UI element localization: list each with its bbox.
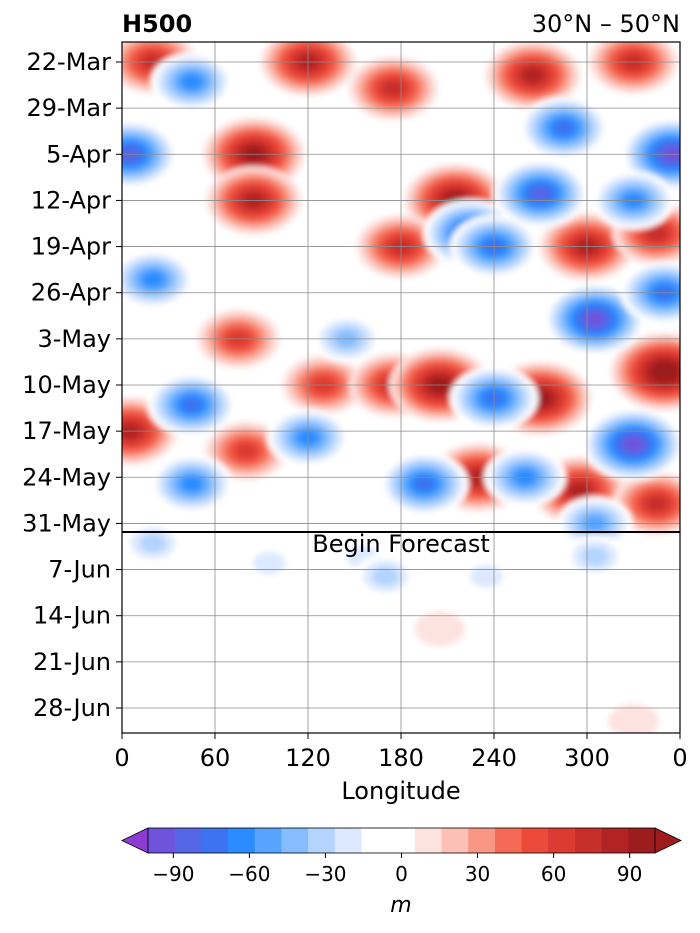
y-tick-label: 21-Jun	[33, 648, 111, 676]
colorbar-segment	[415, 828, 442, 853]
anomaly-contour	[570, 484, 589, 498]
anomaly-contour	[624, 438, 642, 451]
colorbar-segment	[468, 828, 495, 853]
y-tick-label: 28-Jun	[33, 694, 111, 722]
colorbar-segment	[361, 828, 388, 853]
colorbar-extend-min	[122, 828, 148, 853]
anomaly-contour	[140, 534, 166, 553]
y-tick-label: 12-Apr	[31, 186, 111, 214]
anomaly-contour	[253, 552, 285, 575]
y-tick-label: 10-May	[22, 371, 111, 399]
colorbar-label: m	[390, 893, 411, 918]
colorbar-segment	[201, 828, 228, 853]
x-tick-label: 0	[672, 744, 687, 772]
colorbar-segment	[628, 828, 655, 853]
colorbar-segment	[602, 828, 629, 853]
anomaly-blob	[151, 455, 233, 514]
colorbar-segment	[388, 828, 415, 853]
x-tick-label: 300	[564, 744, 610, 772]
anomaly-blob	[380, 452, 469, 516]
anomaly-blob	[349, 57, 438, 121]
anomaly-contour	[531, 187, 550, 201]
colorbar-segment	[495, 828, 522, 853]
x-axis-label: Longitude	[341, 777, 460, 805]
anomaly-contour	[554, 121, 574, 135]
anomaly-contour	[523, 68, 542, 82]
colorbar-segment	[308, 828, 335, 853]
anomaly-blob	[121, 521, 184, 565]
colorbar-tick-label: 90	[617, 862, 642, 886]
y-tick-label: 22-Mar	[27, 48, 112, 76]
anomaly-contour	[182, 74, 202, 89]
colorbar-segment	[255, 828, 282, 853]
colorbar-segment	[228, 828, 255, 853]
anomaly-blob	[415, 612, 465, 647]
colorbar-tick-label: 0	[395, 862, 408, 886]
anomaly-blob	[519, 96, 608, 160]
colorbar-segment	[548, 828, 575, 853]
anomaly-blob	[241, 543, 298, 583]
chart-subtitle: 30°N – 50°N	[532, 10, 680, 38]
colorbar-segment	[148, 828, 175, 853]
x-axis-ticks: 0 60 120 180 240 300 0	[114, 733, 687, 772]
y-tick-label: 5-Apr	[46, 140, 111, 168]
anomaly-contour	[647, 497, 667, 511]
y-tick-label: 24-May	[22, 463, 111, 491]
x-tick-label: 240	[471, 744, 517, 772]
x-tick-label: 0	[114, 744, 129, 772]
colorbar-tick-label: −30	[304, 862, 346, 886]
anomaly-contour	[656, 365, 674, 378]
y-tick-label: 7-Jun	[48, 556, 111, 584]
colorbar-tick-label: −90	[152, 862, 194, 886]
colorbar-segment	[575, 828, 602, 853]
anomaly-contour	[143, 272, 163, 287]
y-tick-label: 31-May	[22, 509, 111, 537]
y-tick-label: 19-Apr	[31, 233, 111, 261]
x-tick-label: 60	[200, 744, 231, 772]
y-axis-ticks: 22-Mar 29-Mar 5-Apr 12-Apr 19-Apr 26-Apr 3-May…	[22, 48, 122, 722]
anomaly-blob	[563, 534, 626, 578]
anomaly-contour	[586, 312, 604, 325]
anomaly-blob	[354, 554, 417, 598]
anomaly-contour	[470, 565, 502, 588]
colorbar-segment	[442, 828, 469, 853]
colorbar-segment	[522, 828, 549, 853]
colorbar-segment	[335, 828, 362, 853]
colorbar-extend-max	[655, 828, 681, 853]
anomaly-contour	[415, 612, 465, 647]
colorbar-tick-label: 60	[541, 862, 566, 886]
colorbar-tick-label: 30	[465, 862, 490, 886]
anomaly-contour	[384, 81, 404, 95]
colorbar-segment	[175, 828, 202, 853]
y-tick-label: 14-Jun	[33, 602, 111, 630]
y-tick-label: 3-May	[37, 325, 111, 353]
x-tick-label: 180	[378, 744, 424, 772]
anomaly-blob	[458, 556, 515, 596]
x-tick-label: 120	[285, 744, 331, 772]
y-tick-label: 17-May	[22, 417, 111, 445]
anomaly-contour	[415, 477, 435, 491]
anomaly-contour	[182, 477, 202, 492]
anomaly-contour	[582, 547, 608, 566]
anomaly-contour	[182, 398, 202, 412]
anomaly-contour	[647, 226, 667, 240]
colorbar: −90 −60 −30 0 30 60 90	[122, 828, 681, 886]
anomaly-blob	[151, 52, 233, 111]
anomaly-blob	[112, 250, 194, 309]
forecast-label: Begin Forecast	[312, 530, 490, 558]
colorbar-segment	[281, 828, 308, 853]
anomaly-contour	[236, 444, 256, 459]
anomaly-blob	[583, 408, 685, 481]
y-tick-label: 29-Mar	[27, 94, 112, 122]
anomaly-blob	[147, 373, 236, 437]
chart-title: H500	[122, 10, 192, 38]
y-tick-label: 26-Apr	[31, 279, 111, 307]
colorbar-tick-label: −60	[228, 862, 270, 886]
